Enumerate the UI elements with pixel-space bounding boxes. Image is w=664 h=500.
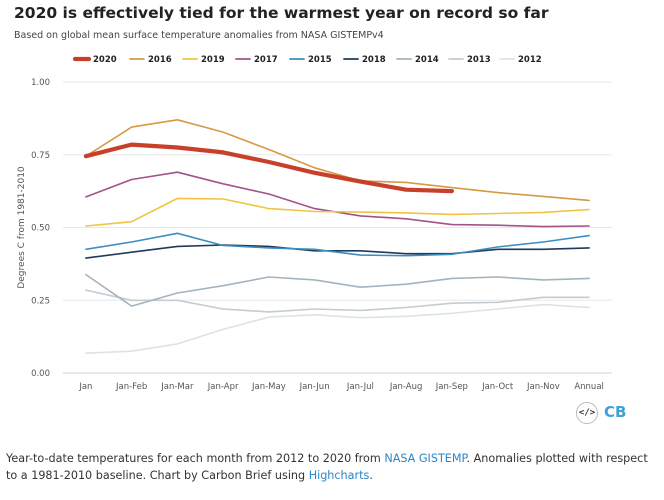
x-tick-label: Jan-Apr <box>207 382 239 392</box>
series-line-2016 <box>85 119 590 202</box>
nasa-gistemp-link[interactable]: NASA GISTEMP <box>384 452 467 465</box>
series-line-2017 <box>85 171 590 228</box>
series-line-2013 <box>85 289 590 313</box>
legend-label-2017: 2017 <box>254 55 278 65</box>
highcharts-link[interactable]: Highcharts <box>308 469 370 482</box>
chart-subtitle: Based on global mean surface temperature… <box>14 30 384 41</box>
legend-label-2012: 2012 <box>518 55 542 65</box>
y-tick-label: 0.00 <box>31 369 50 379</box>
legend-label-2013: 2013 <box>467 55 491 65</box>
y-tick-label: 0.25 <box>31 296 50 306</box>
x-tick-label: Jan-Jul <box>346 382 374 392</box>
caption-text: . <box>369 469 373 482</box>
chart-caption: Year-to-date temperatures for each month… <box>6 450 658 484</box>
x-tick-label: Jan-Oct <box>481 382 514 392</box>
legend-label-2015: 2015 <box>308 55 332 65</box>
code-icon[interactable]: </> <box>576 402 598 424</box>
carbon-brief-logo[interactable]: CB <box>604 403 627 421</box>
carbon-brief-branding: </> CB <box>576 402 626 424</box>
series-line-2019 <box>85 197 590 227</box>
series-line-2018 <box>85 244 590 259</box>
x-tick-label: Jan-Mar <box>160 382 194 392</box>
line-chart: 0.00 0.25 0.50 0.75 1.00 Jan Jan-Feb Jan-Mar Jan… <box>17 55 612 392</box>
legend-label-2016: 2016 <box>148 55 172 65</box>
legend-label-2014: 2014 <box>415 55 439 65</box>
legend-label-2019: 2019 <box>201 55 225 65</box>
x-tick-label: Jan-Nov <box>526 382 560 392</box>
x-tick-label: Annual <box>574 382 604 392</box>
legend-label-2020: 2020 <box>93 55 117 65</box>
y-tick-label: 0.75 <box>31 151 50 161</box>
series-line-2012 <box>85 303 590 355</box>
x-tick-label: Jan-May <box>251 382 286 392</box>
x-tick-label: Jan <box>78 382 92 392</box>
x-tick-label: Jan-Feb <box>115 382 147 392</box>
y-axis-title: Degrees C from 1981-2010 <box>17 166 27 289</box>
x-tick-label: Jan-Jun <box>299 382 330 392</box>
series-line-2015 <box>85 232 590 257</box>
x-tick-label: Jan-Aug <box>389 382 423 392</box>
series-line-2020 <box>83 142 454 194</box>
caption-text: . Anomalies plotted with respect to a 19… <box>6 452 648 482</box>
series-line-2014 <box>85 273 590 307</box>
y-tick-label: 1.00 <box>31 78 50 88</box>
legend-label-2018: 2018 <box>362 55 386 65</box>
caption-text: Year-to-date temperatures for each month… <box>6 452 385 465</box>
chart-title: 2020 is effectively tied for the warmest… <box>14 4 549 22</box>
x-tick-label: Jan-Sep <box>435 382 468 392</box>
y-tick-label: 0.50 <box>31 224 50 234</box>
